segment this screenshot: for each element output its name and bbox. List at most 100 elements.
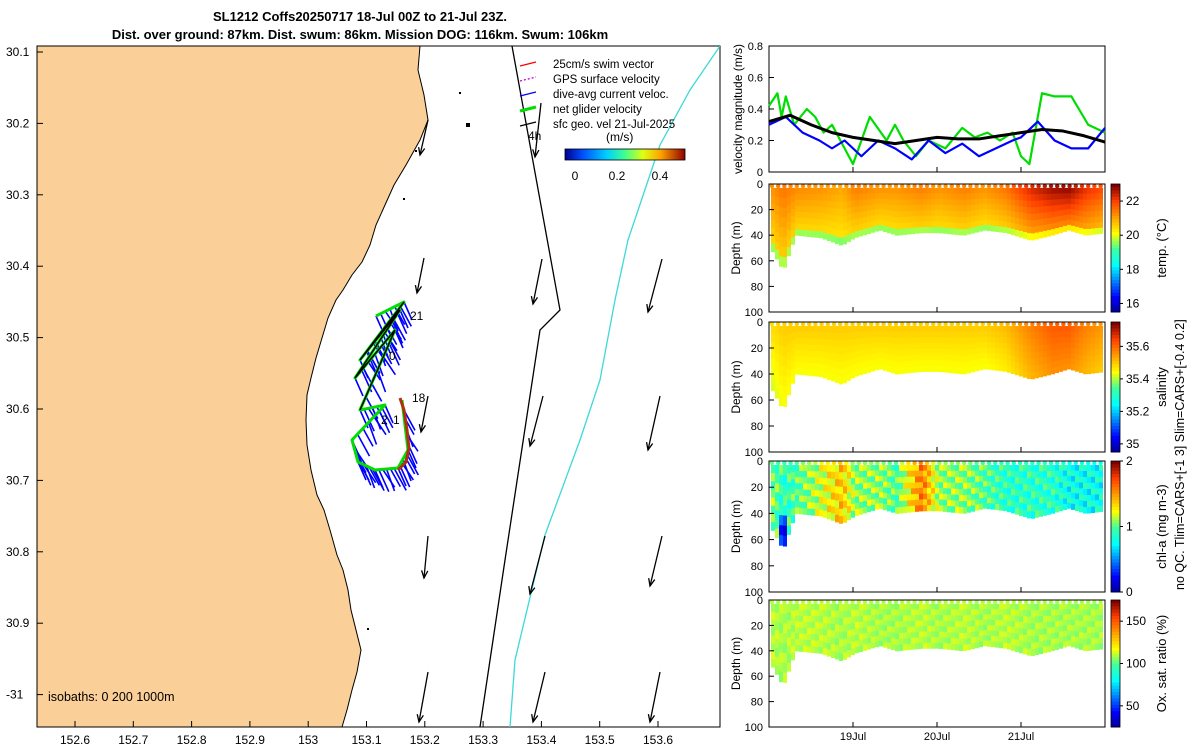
section-cell	[791, 645, 795, 654]
series-line	[768, 113, 1106, 146]
section-cell	[959, 367, 963, 375]
section-cell	[1023, 213, 1027, 220]
section-cell	[1099, 199, 1103, 206]
section-cell	[775, 501, 779, 511]
surface-sample-dot	[962, 321, 967, 327]
section-cell	[803, 615, 807, 623]
dive-avg-current-vector	[388, 343, 400, 366]
section-cell	[967, 482, 971, 490]
section-cell	[847, 221, 851, 229]
section-cell	[1059, 609, 1063, 616]
section-cell	[791, 515, 795, 524]
section-cell	[851, 364, 855, 372]
section-cell	[995, 609, 999, 616]
section-cell	[971, 493, 975, 501]
section-cell	[867, 482, 871, 489]
section-cell	[915, 631, 919, 639]
section-cell	[903, 355, 907, 362]
section-cell	[1083, 355, 1087, 363]
section-cell	[807, 603, 811, 611]
section-cell	[815, 616, 819, 623]
section-cell	[1067, 224, 1071, 231]
surface-sample-dot	[1073, 460, 1079, 466]
section-cell	[1011, 470, 1015, 478]
section-cell	[1087, 627, 1091, 634]
section-cell	[935, 620, 939, 627]
section-cell	[1027, 478, 1031, 486]
section-cell	[991, 342, 995, 349]
section-cell	[1011, 500, 1015, 508]
section-cell	[1019, 471, 1023, 479]
section-cell	[1059, 204, 1063, 211]
section-cell	[835, 645, 839, 653]
section-cell	[871, 487, 875, 494]
section-cell	[883, 464, 887, 472]
section-cell	[907, 343, 911, 350]
section-cell	[999, 642, 1003, 649]
section-cell	[907, 205, 911, 212]
section-cell	[915, 366, 919, 373]
section-cell	[923, 505, 927, 512]
section-cell	[967, 464, 971, 472]
section-cell	[1035, 213, 1039, 221]
section-cell	[1043, 646, 1047, 654]
colorbar-segment	[1111, 419, 1120, 424]
section-cell	[819, 622, 823, 630]
section-cell	[923, 493, 927, 500]
ytick-label: 0	[757, 167, 763, 179]
section-cell	[923, 637, 927, 644]
plot-frame	[768, 183, 1106, 313]
section-cell	[1075, 210, 1079, 217]
section-cell	[1071, 204, 1075, 211]
section-cell	[919, 637, 923, 644]
section-cell	[947, 632, 951, 639]
section-cell	[811, 640, 815, 647]
ytick-label: 60	[751, 535, 763, 547]
section-cell	[1019, 490, 1023, 497]
section-cell	[1035, 616, 1039, 624]
section-cell	[891, 205, 895, 212]
section-cell	[875, 464, 879, 471]
colorbar-segment	[1111, 483, 1120, 488]
section-cell	[887, 637, 891, 644]
section-cell	[971, 626, 975, 633]
section-cell	[903, 494, 907, 502]
section-cell	[1051, 349, 1055, 357]
section-cell	[879, 619, 883, 626]
section-cell	[967, 638, 971, 645]
section-cell	[775, 492, 779, 502]
section-cell	[827, 512, 831, 520]
section-cell	[887, 464, 891, 472]
section-cell	[971, 325, 975, 333]
section-cell	[959, 632, 963, 640]
colorbar-segment	[1111, 497, 1120, 501]
section-cell	[835, 479, 839, 487]
section-cell	[827, 471, 831, 479]
section-cell	[1087, 343, 1091, 351]
section-cell	[1039, 503, 1043, 511]
section-cell	[911, 464, 915, 472]
section-cell	[923, 215, 927, 222]
dive-avg-current-vector	[384, 404, 394, 424]
section-cell	[1003, 348, 1007, 355]
surface-sample-dot	[856, 321, 861, 327]
section-cell	[1043, 609, 1047, 617]
section-cell	[1075, 359, 1079, 367]
section-cell	[999, 220, 1003, 227]
section-cell	[771, 473, 775, 482]
section-cell	[919, 476, 923, 483]
section-cell	[1015, 187, 1019, 195]
section-cell	[1071, 487, 1075, 494]
surface-sample-dot	[869, 460, 874, 466]
section-cell	[895, 223, 899, 230]
velocity-arrow	[423, 535, 429, 579]
section-cell	[799, 507, 803, 515]
section-cell	[823, 471, 827, 479]
section-cell	[843, 507, 847, 516]
section-cell	[903, 349, 907, 356]
section-cell	[927, 331, 931, 338]
section-cell	[987, 497, 991, 504]
section-cell	[875, 609, 879, 616]
section-cell	[1099, 609, 1103, 616]
section-cell	[847, 207, 851, 216]
